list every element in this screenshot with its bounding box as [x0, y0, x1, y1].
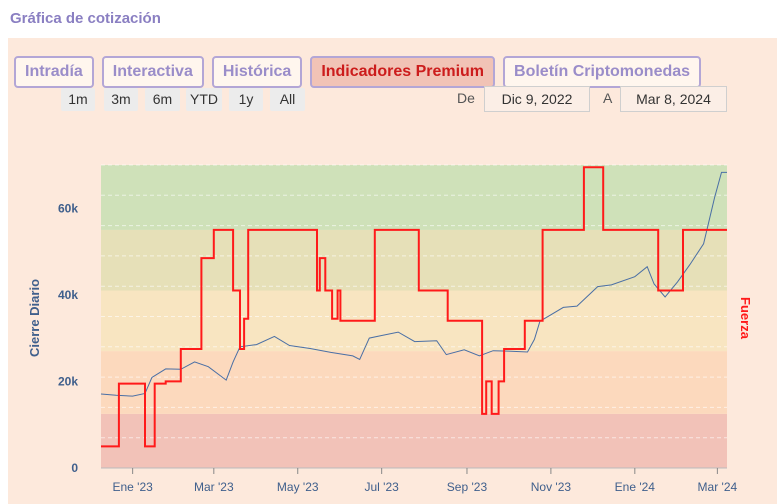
- zone-band-4: [101, 165, 727, 230]
- range-3m-button[interactable]: 3m: [104, 88, 138, 111]
- y2-axis-title: Fuerza: [738, 297, 753, 340]
- series-line-cierre-diario: [100, 171, 727, 397]
- x-tick-label: Jul '23: [365, 480, 400, 494]
- x-tick-label: Mar '23: [194, 480, 234, 494]
- tab-interactiva[interactable]: Interactiva: [101, 56, 204, 88]
- tab-indicadores-premium[interactable]: Indicadores Premium: [310, 56, 496, 88]
- x-tick-label: Ene '23: [112, 480, 153, 494]
- zone-band-0: [101, 413, 727, 468]
- y-tick-label: 40k: [58, 288, 78, 302]
- tab-boletin-criptomonedas[interactable]: Boletín Criptomonedas: [503, 56, 702, 88]
- y-tick-label: 20k: [58, 374, 78, 388]
- x-tick-label: Sep '23: [447, 480, 488, 494]
- y-axis-title: Cierre Diario: [27, 279, 42, 357]
- date-to-label: A: [603, 90, 613, 106]
- zone-band-3: [101, 229, 727, 291]
- range-ytd-button[interactable]: YTD: [186, 88, 222, 111]
- x-tick-label: Mar '24: [698, 480, 738, 494]
- range-1m-button[interactable]: 1m: [61, 88, 95, 111]
- y-tick-label: 0: [71, 461, 78, 475]
- x-tick-label: May '23: [277, 480, 319, 494]
- tab-intradia[interactable]: Intradía: [14, 56, 94, 88]
- x-tick-label: Ene '24: [615, 480, 656, 494]
- x-tick-label: Nov '23: [531, 480, 572, 494]
- date-from-label: De: [457, 90, 475, 106]
- chart-tabs: Intradía Interactiva Histórica Indicador…: [14, 56, 702, 88]
- tab-historica[interactable]: Histórica: [211, 56, 303, 88]
- range-6m-button[interactable]: 6m: [145, 88, 180, 111]
- zone-band-2: [101, 290, 727, 352]
- range-all-button[interactable]: All: [270, 88, 305, 111]
- range-1y-button[interactable]: 1y: [229, 88, 263, 111]
- date-from-input[interactable]: Dic 9, 2022: [484, 86, 590, 112]
- y-tick-label: 60k: [58, 201, 78, 215]
- zone-band-1: [101, 351, 727, 414]
- series-line-fuerza: [101, 166, 727, 448]
- date-to-input[interactable]: Mar 8, 2024: [620, 86, 727, 112]
- page-title: Gráfica de cotización: [10, 10, 161, 27]
